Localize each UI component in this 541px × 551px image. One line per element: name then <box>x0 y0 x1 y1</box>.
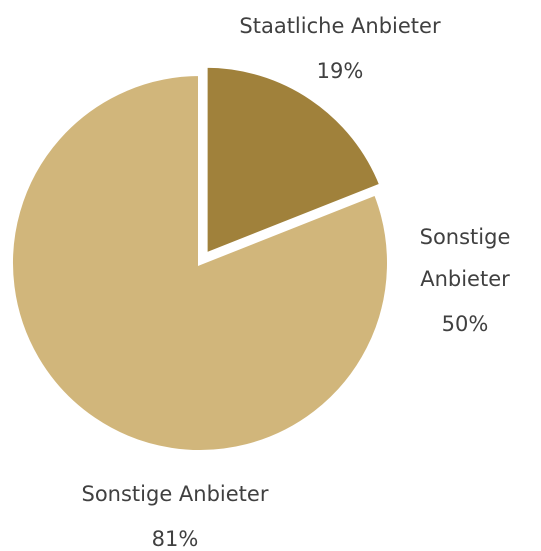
slice-label: Staatliche Anbieter <box>239 14 441 38</box>
slice-value: 81% <box>152 527 199 551</box>
pie-slice <box>203 63 384 258</box>
slice-value: 19% <box>317 59 364 83</box>
pie-slice <box>9 71 391 454</box>
slice-label: Sonstige Anbieter <box>82 482 269 506</box>
annotation-line: Sonstige <box>420 225 511 249</box>
annotation-value: 50% <box>442 312 489 336</box>
annotation-line: Anbieter <box>420 267 510 291</box>
